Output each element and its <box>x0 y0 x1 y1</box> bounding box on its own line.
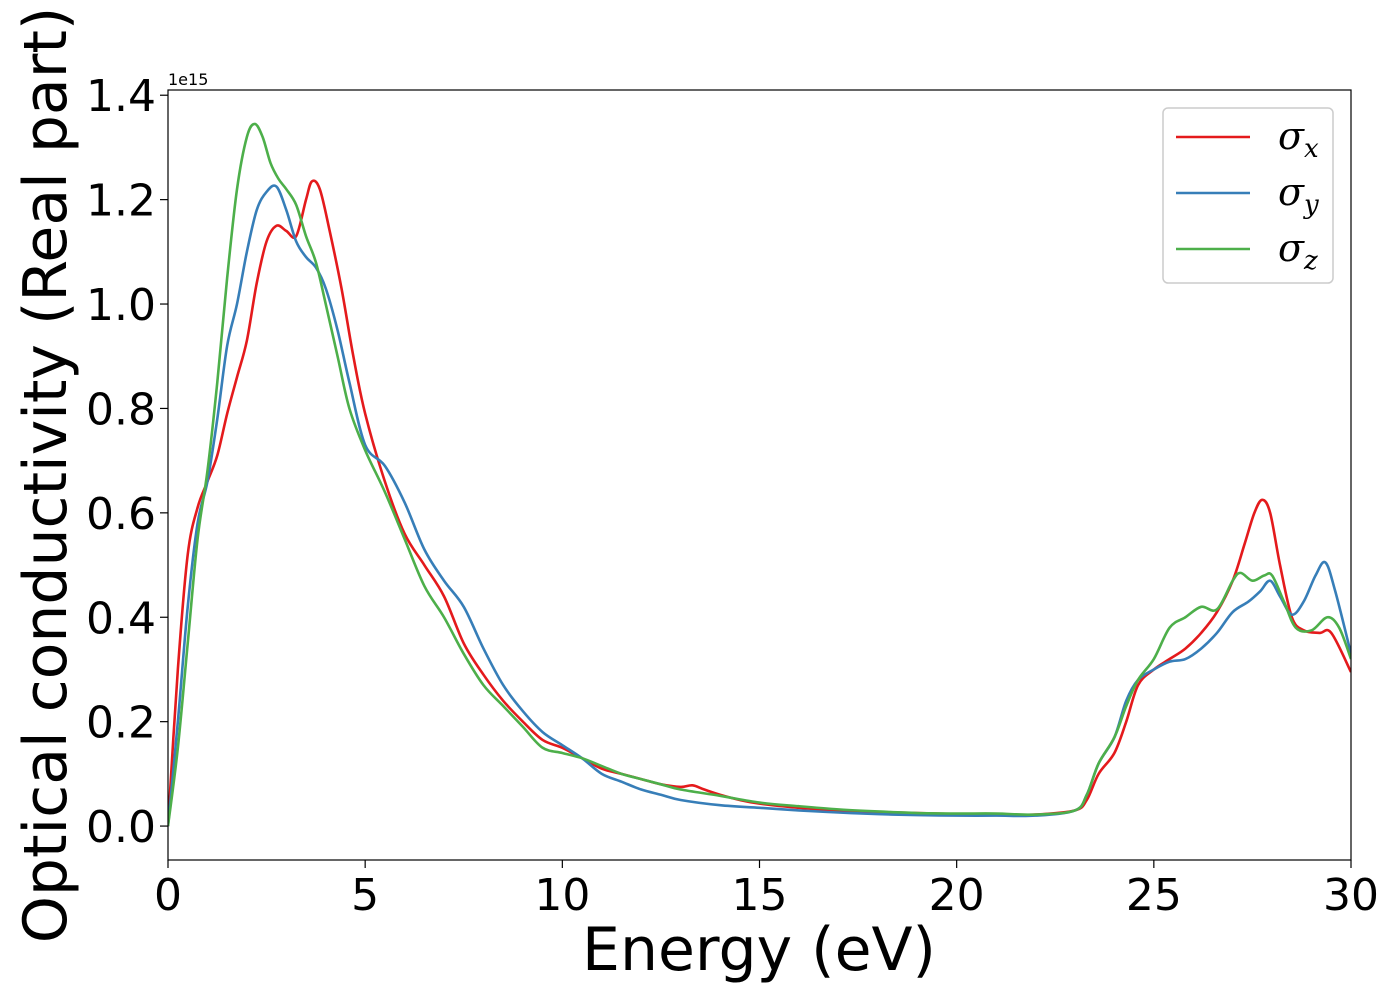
legend-label-subscript: y <box>1303 190 1319 220</box>
plot-background <box>168 90 1351 860</box>
legend-frame <box>1162 107 1334 284</box>
x-tick-label: 15 <box>732 870 788 921</box>
x-tick-label: 0 <box>154 870 182 921</box>
y-tick-label: 1.0 <box>86 280 156 331</box>
y-tick-label: 0.0 <box>86 802 156 853</box>
y-offset-text: 1e15 <box>168 70 208 89</box>
legend-label-y: σy <box>1278 170 1319 220</box>
x-tick-label: 30 <box>1323 870 1379 921</box>
x-tick-label: 5 <box>351 870 379 921</box>
y-axis-title: Optical conductivity (Real part) <box>11 7 81 944</box>
legend-label-base: σ <box>1278 226 1305 270</box>
x-axis-title: Energy (eV) <box>582 915 936 985</box>
x-tick-label: 25 <box>1126 870 1182 921</box>
legend-label-subscript: x <box>1304 134 1319 164</box>
x-axis: 0 5 10 15 20 25 30 <box>154 860 1379 921</box>
legend-label-base: σ <box>1278 170 1305 214</box>
legend-label-subscript: z <box>1303 246 1318 276</box>
legend-label-base: σ <box>1278 114 1305 158</box>
series-layer <box>168 122 1351 827</box>
legend-label-z: σz <box>1278 226 1318 276</box>
y-tick-label: 0.2 <box>86 698 156 749</box>
y-tick-label: 1.2 <box>86 176 156 227</box>
y-tick-label: 0.6 <box>86 489 156 540</box>
y-tick-label: 0.8 <box>86 384 156 435</box>
series-line-y <box>168 184 1351 827</box>
x-tick-label: 10 <box>534 870 590 921</box>
y-tick-label: 0.4 <box>86 593 156 644</box>
y-axis: 0.0 0.2 0.4 0.6 0.8 1.0 1.2 1.4 <box>86 71 168 853</box>
legend-label-x: σx <box>1278 114 1319 164</box>
y-tick-label: 1.4 <box>86 71 156 122</box>
series-line-z <box>168 122 1351 827</box>
x-tick-label: 20 <box>929 870 985 921</box>
